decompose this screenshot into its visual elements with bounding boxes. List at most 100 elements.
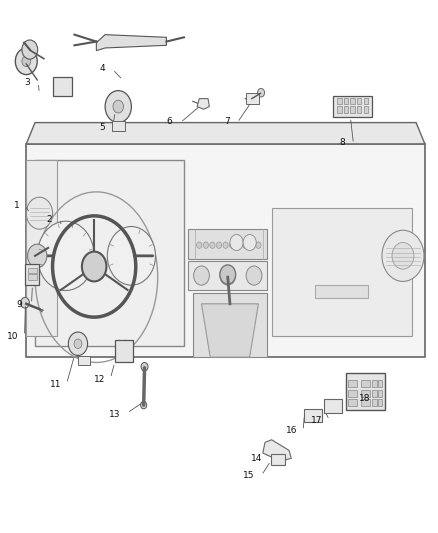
Bar [344, 106, 348, 113]
Circle shape [105, 91, 131, 123]
Polygon shape [26, 123, 425, 144]
Circle shape [22, 56, 31, 67]
Circle shape [124, 340, 127, 344]
Text: 3: 3 [24, 78, 30, 87]
Polygon shape [96, 35, 166, 51]
Bar [28, 268, 37, 273]
Circle shape [236, 242, 241, 248]
Text: 15: 15 [243, 471, 254, 480]
Circle shape [21, 297, 29, 308]
Bar [378, 399, 382, 406]
Circle shape [55, 88, 59, 93]
Polygon shape [26, 144, 425, 357]
Circle shape [68, 332, 88, 356]
Bar [28, 274, 37, 280]
Text: 1: 1 [14, 201, 20, 209]
Bar [115, 340, 133, 362]
Bar [337, 98, 342, 104]
Circle shape [141, 401, 147, 409]
Text: 16: 16 [286, 426, 297, 435]
Bar [357, 98, 361, 104]
Text: 2: 2 [46, 215, 52, 224]
Circle shape [28, 244, 47, 268]
Circle shape [243, 235, 256, 251]
Circle shape [117, 346, 121, 351]
Circle shape [278, 457, 283, 463]
Bar [271, 454, 285, 465]
Circle shape [203, 242, 208, 248]
Bar [315, 285, 368, 298]
Circle shape [113, 100, 124, 113]
Bar [348, 380, 357, 387]
Circle shape [307, 414, 311, 418]
Bar [78, 356, 90, 365]
Bar [53, 77, 72, 96]
Circle shape [392, 243, 414, 269]
Text: 18: 18 [359, 394, 370, 403]
Polygon shape [35, 160, 184, 346]
Bar [361, 390, 370, 397]
Bar [350, 98, 355, 104]
Bar [372, 399, 377, 406]
Circle shape [258, 88, 265, 97]
Text: 12: 12 [94, 375, 106, 384]
Circle shape [60, 82, 64, 86]
Bar [188, 261, 267, 290]
Text: 11: 11 [50, 381, 62, 389]
Bar [361, 399, 370, 406]
Circle shape [107, 227, 155, 285]
Bar [348, 390, 357, 397]
Circle shape [327, 404, 330, 408]
Bar [112, 121, 125, 131]
Bar [357, 106, 361, 113]
Circle shape [249, 242, 254, 248]
Text: 4: 4 [99, 64, 105, 72]
Circle shape [216, 242, 222, 248]
Text: 6: 6 [166, 117, 173, 126]
Circle shape [272, 457, 276, 463]
Bar [304, 409, 322, 422]
Circle shape [316, 414, 319, 418]
Circle shape [210, 242, 215, 248]
Circle shape [124, 354, 127, 358]
Circle shape [55, 82, 59, 86]
Bar [348, 399, 357, 406]
Bar [346, 373, 385, 410]
Circle shape [246, 266, 262, 285]
Circle shape [382, 230, 424, 281]
Bar [378, 380, 382, 387]
Circle shape [141, 362, 148, 371]
Text: 13: 13 [109, 410, 120, 418]
Circle shape [220, 265, 236, 284]
Text: 5: 5 [99, 124, 105, 132]
Bar [337, 106, 342, 113]
Bar [324, 399, 342, 413]
Bar [364, 106, 368, 113]
Circle shape [197, 242, 202, 248]
Bar [246, 93, 259, 104]
Circle shape [311, 414, 315, 418]
Bar [272, 208, 412, 336]
Circle shape [15, 48, 37, 75]
Bar [26, 160, 57, 336]
Bar [333, 96, 372, 117]
Circle shape [336, 404, 339, 408]
Bar [372, 390, 377, 397]
Circle shape [194, 266, 209, 285]
Polygon shape [263, 440, 291, 461]
Bar [372, 380, 377, 387]
Circle shape [331, 404, 335, 408]
Text: 17: 17 [311, 416, 323, 424]
Bar [364, 98, 368, 104]
Circle shape [220, 266, 236, 285]
Text: 10: 10 [7, 333, 18, 341]
Circle shape [230, 242, 235, 248]
Circle shape [256, 242, 261, 248]
Circle shape [74, 339, 82, 349]
Bar [361, 380, 370, 387]
Text: 7: 7 [224, 117, 230, 126]
Polygon shape [193, 293, 267, 357]
Circle shape [223, 242, 228, 248]
Circle shape [117, 340, 121, 344]
Circle shape [243, 242, 248, 248]
